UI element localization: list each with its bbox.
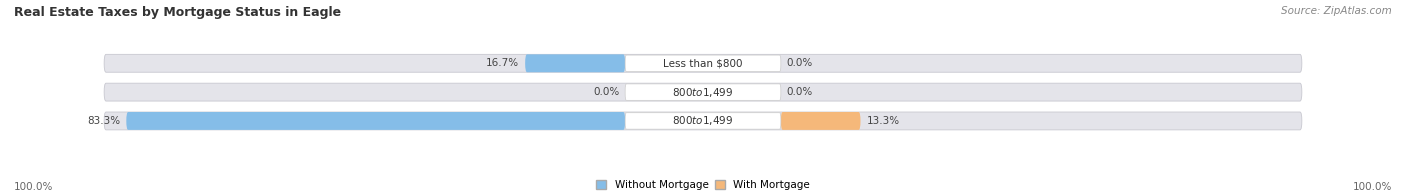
FancyBboxPatch shape [626, 113, 780, 129]
Text: 83.3%: 83.3% [87, 116, 121, 126]
Text: 0.0%: 0.0% [787, 58, 813, 68]
FancyBboxPatch shape [104, 54, 1302, 72]
Text: $800 to $1,499: $800 to $1,499 [672, 114, 734, 127]
Legend: Without Mortgage, With Mortgage: Without Mortgage, With Mortgage [596, 180, 810, 190]
FancyBboxPatch shape [780, 112, 860, 130]
FancyBboxPatch shape [104, 112, 1302, 130]
Text: Less than $800: Less than $800 [664, 58, 742, 68]
FancyBboxPatch shape [526, 54, 626, 72]
FancyBboxPatch shape [626, 84, 780, 100]
Text: $800 to $1,499: $800 to $1,499 [672, 86, 734, 99]
Text: Source: ZipAtlas.com: Source: ZipAtlas.com [1281, 6, 1392, 16]
Text: 100.0%: 100.0% [14, 182, 53, 192]
FancyBboxPatch shape [626, 55, 780, 72]
Text: Real Estate Taxes by Mortgage Status in Eagle: Real Estate Taxes by Mortgage Status in … [14, 6, 342, 19]
Text: 0.0%: 0.0% [593, 87, 619, 97]
FancyBboxPatch shape [104, 83, 1302, 101]
Text: 0.0%: 0.0% [787, 87, 813, 97]
FancyBboxPatch shape [127, 112, 626, 130]
Text: 13.3%: 13.3% [866, 116, 900, 126]
Text: 16.7%: 16.7% [486, 58, 519, 68]
Text: 100.0%: 100.0% [1353, 182, 1392, 192]
